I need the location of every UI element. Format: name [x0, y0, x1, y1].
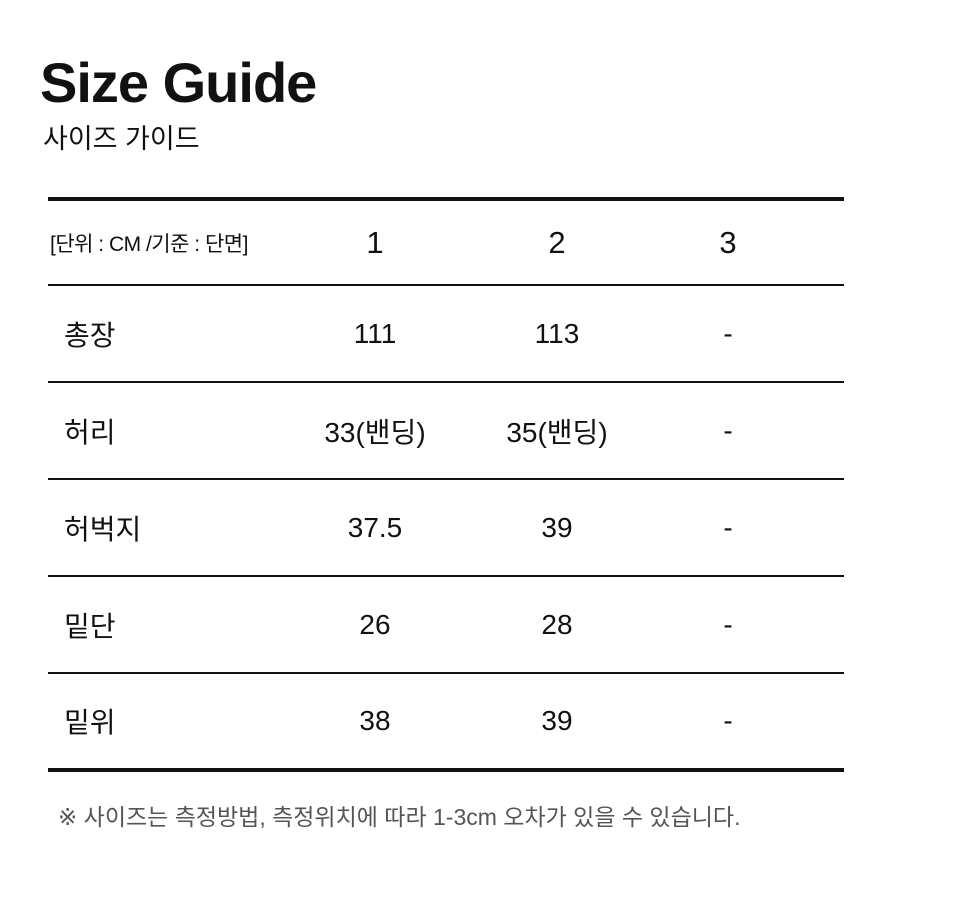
row-label: 밑단 [64, 610, 116, 642]
cell-value: 35(밴딩) [506, 416, 608, 448]
column-header-size-1: 1 [366, 224, 384, 260]
column-header-size-3: 3 [719, 224, 737, 260]
cell-value: 111 [353, 317, 397, 349]
cell-value: 28 [541, 608, 573, 640]
size-note: ※ 사이즈는 측정방법, 측정위치에 따라 1-3cm 오차가 있을 수 있습니… [58, 804, 741, 830]
table-row-mitdan: 밑단 26 28 - [48, 576, 844, 673]
cell-value: - [723, 317, 733, 349]
cell-value: - [723, 414, 733, 446]
cell-value: 26 [359, 608, 391, 640]
table-row-heobeokji: 허벅지 37.5 39 - [48, 479, 844, 576]
size-guide-table: [단위 : CM /기준 : 단면] 1 2 3 총장 111 113 - 허리… [48, 197, 844, 772]
table-row-heori: 허리 33(밴딩) 35(밴딩) - [48, 382, 844, 479]
cell-value: - [723, 511, 733, 543]
cell-value: 39 [541, 705, 573, 736]
cell-value: - [723, 608, 733, 640]
cell-value: 38 [359, 705, 391, 736]
cell-value: 37.5 [347, 511, 403, 543]
column-header-size-2: 2 [548, 224, 566, 260]
size-guide-page: Size Guide 사이즈 가이드 [단위 : CM /기준 : 단면] 1 … [40, 51, 844, 830]
table-row-mitwi: 밑위 38 39 - [48, 673, 844, 770]
table-unit-label: [단위 : CM /기준 : 단면] [50, 232, 248, 256]
table-header-row: [단위 : CM /기준 : 단면] 1 2 3 [48, 199, 844, 285]
row-label: 총장 [64, 319, 116, 351]
table-row-chongjang: 총장 111 113 - [48, 285, 844, 382]
row-label: 허벅지 [64, 513, 142, 545]
page-title: Size Guide [40, 51, 317, 114]
row-label: 허리 [64, 416, 116, 448]
cell-value: 33(밴딩) [324, 416, 426, 448]
page-subtitle: 사이즈 가이드 [43, 124, 200, 154]
cell-value: - [723, 705, 733, 736]
cell-value: 39 [541, 511, 573, 543]
cell-value: 113 [534, 317, 580, 349]
row-label: 밑위 [64, 707, 116, 738]
